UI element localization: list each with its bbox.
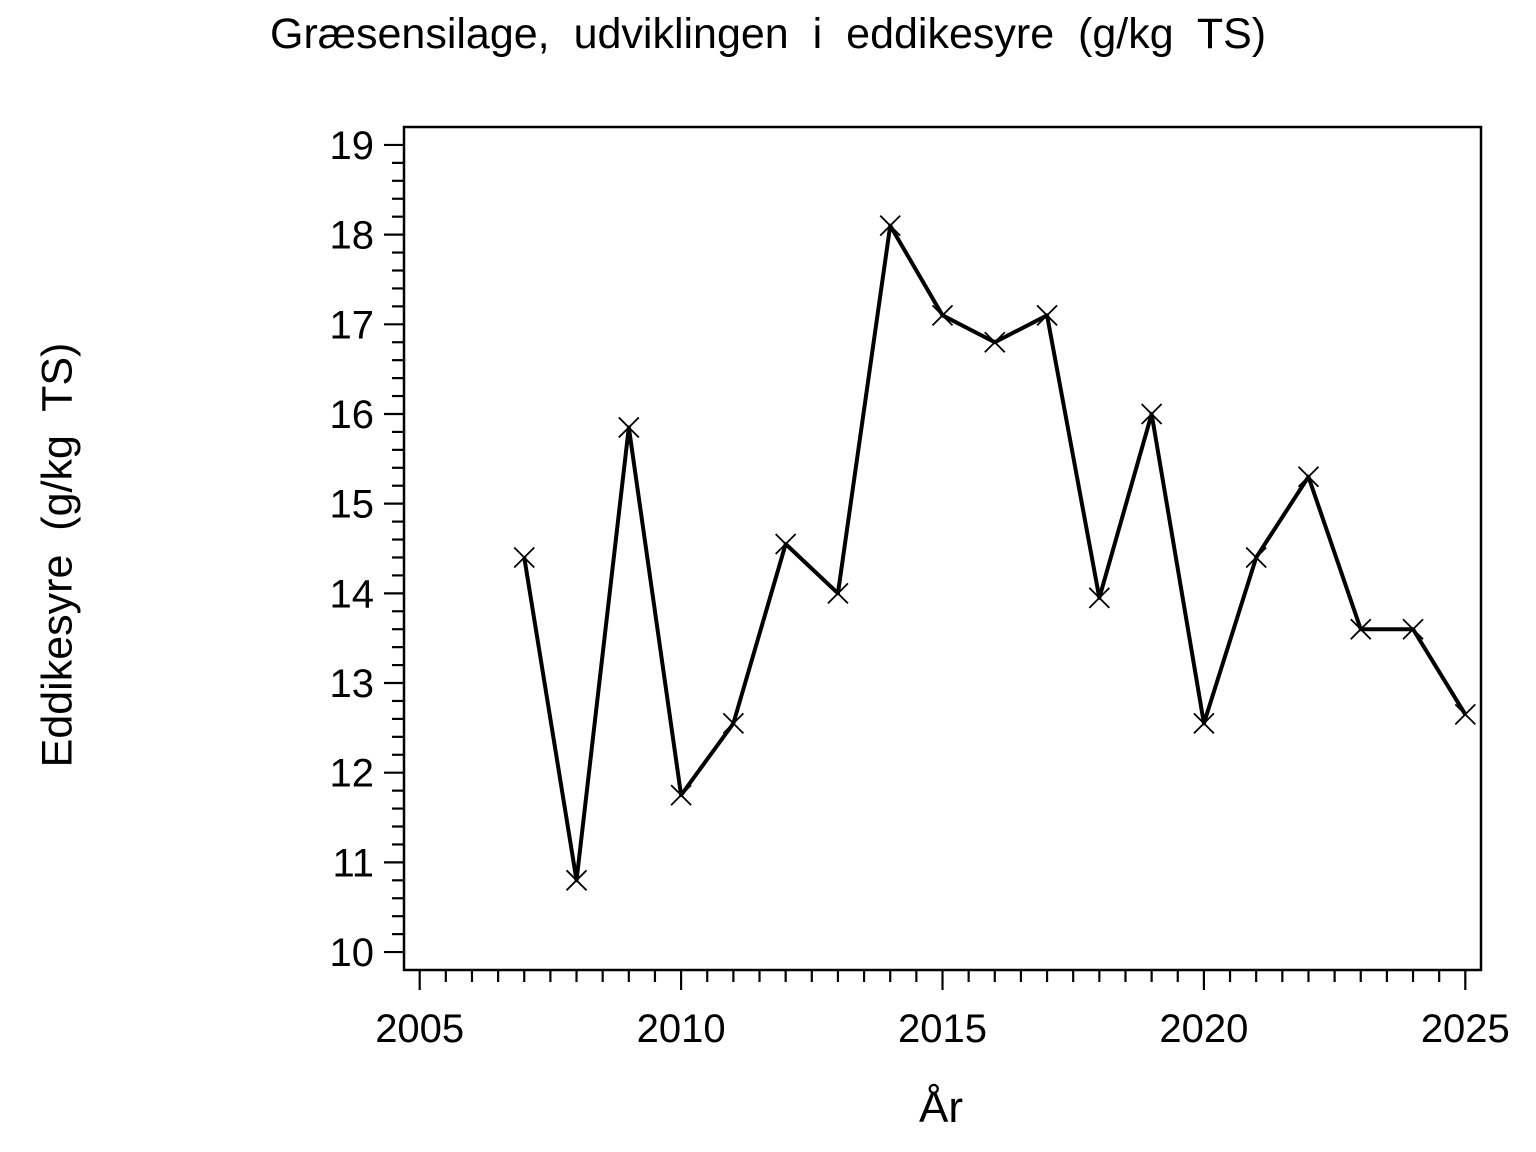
y-axis-tick-labels: 10 11 12 13 14 15 16 17 18 19 <box>330 124 375 975</box>
data-point-marker <box>827 582 849 604</box>
data-point-marker <box>1402 618 1424 640</box>
chart-title: Græsensilage, udviklingen i eddikesyre (… <box>270 10 1267 58</box>
data-point-marker <box>1350 618 1372 640</box>
y-tick-label: 16 <box>330 393 375 437</box>
y-tick-label: 18 <box>330 214 375 258</box>
data-point-marker <box>565 869 588 891</box>
data-point-marker <box>1245 546 1267 569</box>
data-point-marker <box>1193 712 1215 735</box>
data-point-marker <box>984 331 1006 353</box>
data-point-marker <box>1454 703 1476 726</box>
y-tick-label: 15 <box>330 483 375 527</box>
x-tick-label: 2025 <box>1421 1007 1510 1051</box>
y-tick-label: 11 <box>332 841 374 885</box>
x-axis-ticks <box>418 970 1467 990</box>
y-tick-label: 10 <box>330 931 375 975</box>
data-point-marker <box>1036 304 1058 326</box>
data-line-group <box>522 223 1468 883</box>
data-markers <box>513 215 1476 891</box>
x-tick-label: 2015 <box>898 1007 987 1051</box>
y-tick-label: 19 <box>330 124 375 168</box>
data-line <box>522 223 1468 883</box>
x-tick-label: 2005 <box>375 1007 464 1051</box>
data-point-marker <box>879 215 901 237</box>
data-point-marker <box>1297 466 1320 488</box>
y-tick-label: 13 <box>330 662 375 706</box>
y-tick-label: 17 <box>330 303 375 347</box>
data-point-marker <box>722 712 745 735</box>
y-tick-label: 14 <box>330 572 375 616</box>
x-tick-label: 2020 <box>1159 1007 1248 1051</box>
plot-frame-group <box>402 125 1483 972</box>
data-point-marker <box>513 546 535 569</box>
data-point-marker <box>670 784 692 806</box>
x-axis-label: År <box>919 1083 963 1132</box>
x-axis-tick-labels: 2005 2010 2015 2020 2025 <box>375 1007 1510 1051</box>
data-point-marker <box>1140 403 1163 425</box>
data-point-marker <box>1088 587 1110 609</box>
x-tick-label: 2010 <box>637 1007 726 1051</box>
y-tick-label: 12 <box>330 752 375 796</box>
y-axis-ticks <box>384 143 404 954</box>
data-point-marker <box>618 416 640 439</box>
data-point-marker <box>931 304 954 326</box>
plot-frame <box>402 125 1483 972</box>
data-point-marker <box>775 533 797 555</box>
